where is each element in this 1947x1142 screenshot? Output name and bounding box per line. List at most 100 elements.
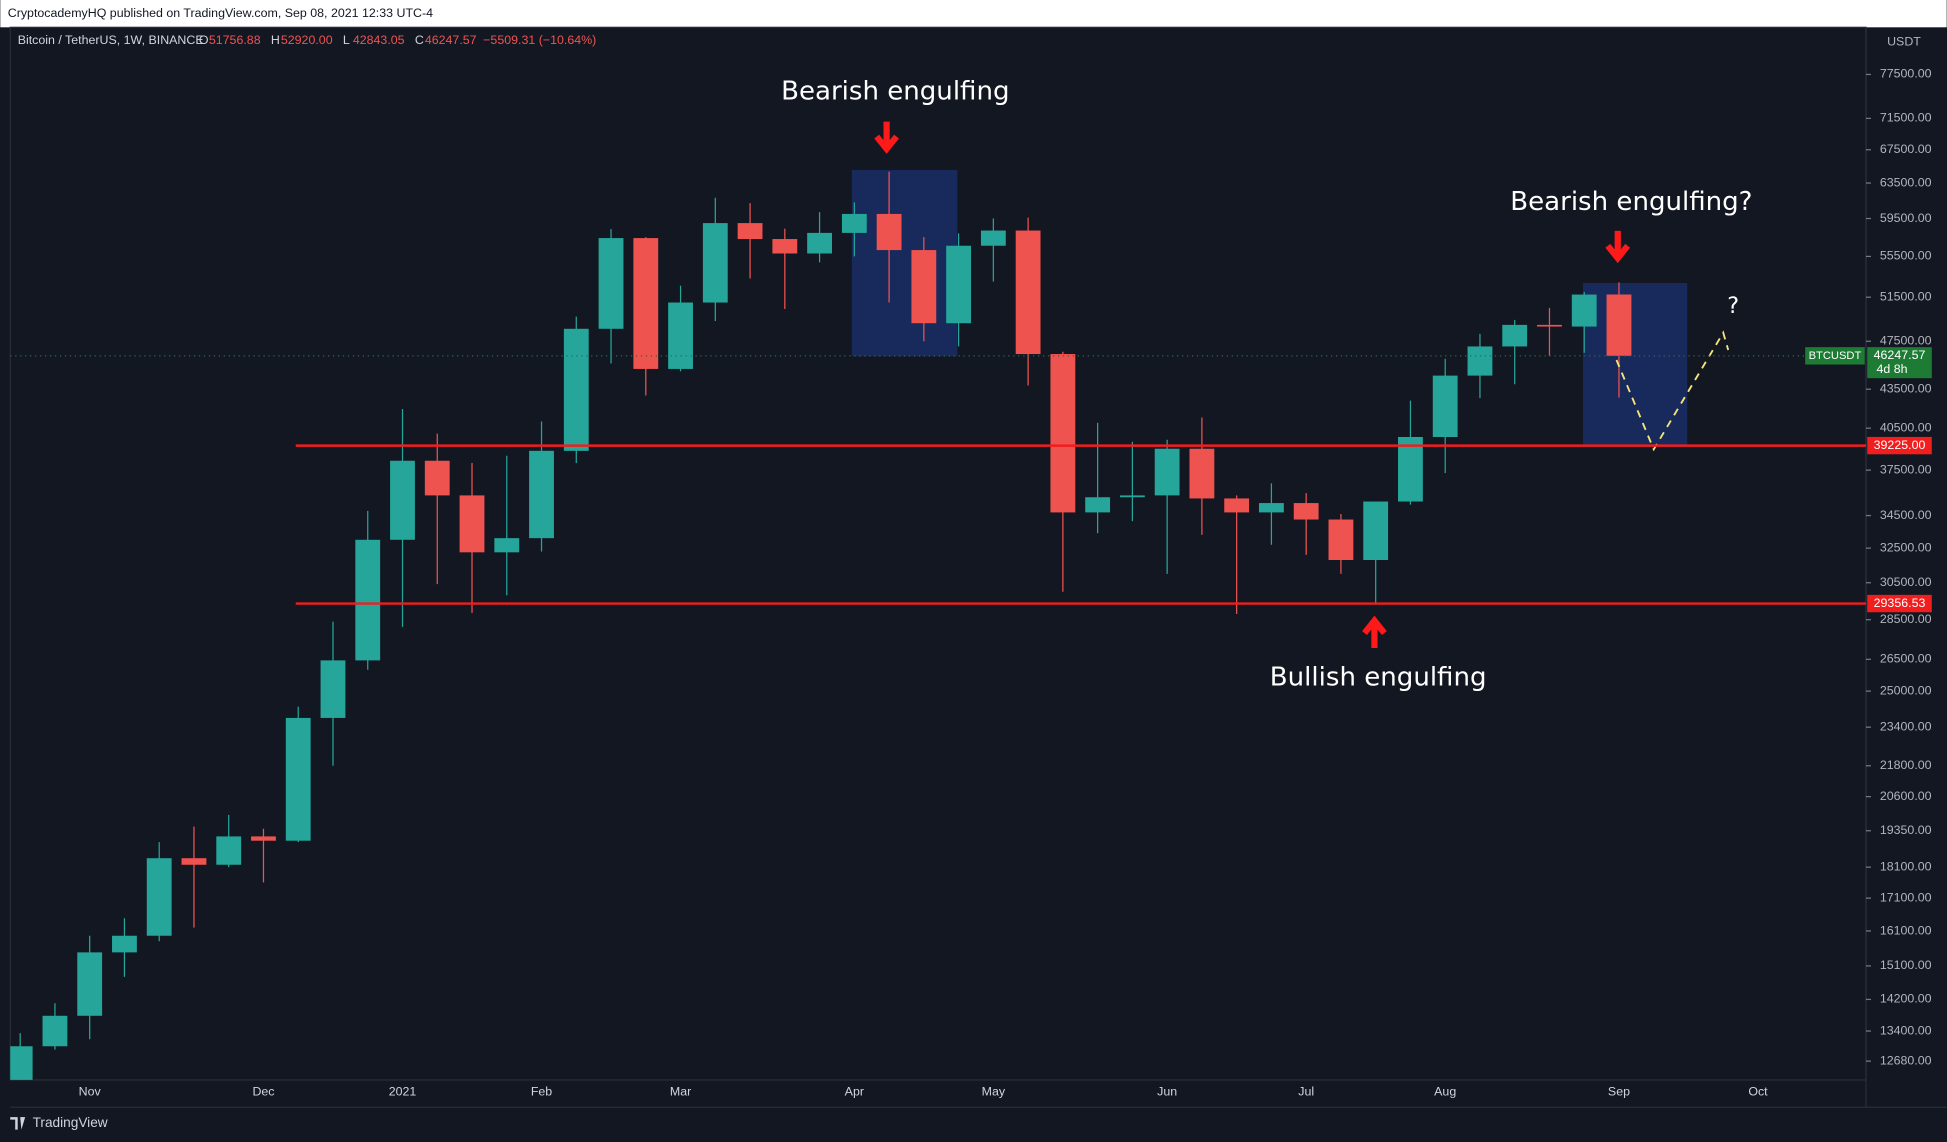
y-tick-label: 19350.00 xyxy=(1880,823,1932,837)
legend-prefix: L xyxy=(343,33,350,47)
legend-prefix: H xyxy=(271,33,280,47)
candle-body xyxy=(1502,324,1528,347)
y-tick-label: 17100.00 xyxy=(1880,890,1932,904)
annotation: Bearish engulfing? xyxy=(1510,187,1752,217)
y-tick-label: 23400.00 xyxy=(1880,719,1932,733)
candle-body xyxy=(876,213,902,251)
y-tick-label: 21800.00 xyxy=(1880,758,1932,772)
y-tick-label: 28500.00 xyxy=(1880,612,1932,626)
candle-body xyxy=(737,223,763,240)
y-tick-label: 67500.00 xyxy=(1880,142,1932,156)
x-tick-label: Sep xyxy=(1608,1085,1630,1099)
y-tick-label: 30500.00 xyxy=(1880,575,1932,589)
y-tick-label: 26500.00 xyxy=(1880,652,1932,666)
candle-body xyxy=(1259,503,1284,513)
x-tick-label: Aug xyxy=(1434,1085,1456,1099)
candle-body xyxy=(1224,498,1250,513)
candle-body xyxy=(598,238,624,329)
legend-value: 51756.88 xyxy=(209,33,261,47)
candle-body xyxy=(668,302,693,369)
candle-body xyxy=(459,495,485,553)
y-tick-label: 77500.00 xyxy=(1880,67,1932,81)
candle-body xyxy=(355,539,381,661)
candle-body xyxy=(633,238,659,369)
y-tick-label: 20600.00 xyxy=(1880,789,1932,803)
y-tick-label: 25000.00 xyxy=(1880,683,1932,697)
candle-body xyxy=(77,952,103,1016)
countdown-label: 4d 8h xyxy=(1877,362,1908,376)
legend-prefix: O xyxy=(199,33,209,47)
y-tick-label: 32500.00 xyxy=(1880,540,1932,554)
candle-body xyxy=(1571,294,1597,327)
x-tick-label: Feb xyxy=(531,1085,552,1099)
y-tick-label: 40500.00 xyxy=(1880,420,1932,434)
x-tick-label: Nov xyxy=(79,1085,102,1099)
candle-body xyxy=(216,836,242,865)
arrow-down xyxy=(874,121,899,154)
candle-body xyxy=(146,858,172,936)
candle-body xyxy=(1154,448,1180,496)
legend-value: 52920.00 xyxy=(281,33,333,47)
candle-body xyxy=(563,328,589,451)
level-label: 39225.00 xyxy=(1874,438,1926,452)
x-tick-label: 2021 xyxy=(389,1085,417,1099)
x-tick-label: Apr xyxy=(845,1085,864,1099)
logo-icon xyxy=(10,1117,26,1130)
x-tick-label: Dec xyxy=(252,1085,274,1099)
candle-body xyxy=(1537,324,1562,327)
y-tick-label: 37500.00 xyxy=(1880,462,1932,476)
level-label: 29356.53 xyxy=(1874,596,1926,610)
legend-symbol: Bitcoin / TetherUS, 1W, BINANCE xyxy=(18,33,204,47)
level-tag xyxy=(1867,436,1932,455)
x-tick-label: May xyxy=(982,1085,1006,1099)
y-tick-label: 13400.00 xyxy=(1880,1023,1932,1037)
candle-body xyxy=(1015,230,1041,355)
candle-body xyxy=(112,935,137,953)
legend-value: 46247.57 xyxy=(425,33,477,47)
footer-brand: TradingView xyxy=(33,1115,108,1130)
y-tick-label: 47500.00 xyxy=(1880,334,1932,348)
candle-body xyxy=(980,230,1006,246)
price-tag xyxy=(1867,347,1932,379)
projection-path xyxy=(1615,330,1730,452)
candle-body xyxy=(1328,519,1354,560)
arrow-up xyxy=(1362,615,1387,648)
candle-body xyxy=(251,836,276,841)
x-tick-label: Jul xyxy=(1298,1085,1314,1099)
candle-body xyxy=(1606,294,1632,356)
legend-value: 42843.05 xyxy=(353,33,405,47)
candle-body xyxy=(772,239,798,254)
annotation: Bullish engulfing xyxy=(1270,662,1487,692)
candle-body xyxy=(285,717,311,841)
y-tick-label: 34500.00 xyxy=(1880,508,1932,522)
header-bar xyxy=(0,0,1947,28)
x-tick-label: Mar xyxy=(670,1085,691,1099)
x-tick-label: Oct xyxy=(1748,1085,1768,1099)
candle-body xyxy=(1432,375,1458,437)
candle-body xyxy=(1119,495,1145,498)
candle-body xyxy=(320,660,346,718)
candle-body xyxy=(1363,501,1389,560)
y-tick-label: 12680.00 xyxy=(1880,1053,1932,1067)
candle-body xyxy=(390,460,415,540)
y-tick-label: 15100.00 xyxy=(1880,958,1932,972)
candle-body xyxy=(841,213,867,233)
currency: USDT xyxy=(1887,34,1921,48)
legend-prefix: C xyxy=(415,33,424,47)
candle-body xyxy=(529,450,554,539)
y-tick-label: 18100.00 xyxy=(1880,859,1932,873)
candle-body xyxy=(702,223,728,303)
candle-body xyxy=(42,1015,68,1047)
candle-body xyxy=(10,1046,33,1080)
level-tag xyxy=(1867,594,1932,613)
header-text: CryptocademyHQ published on TradingView.… xyxy=(8,6,433,20)
y-tick-label: 51500.00 xyxy=(1880,289,1932,303)
candle-body xyxy=(911,250,937,324)
candles xyxy=(10,171,1632,1080)
candle-body xyxy=(946,245,972,324)
y-tick-label: 16100.00 xyxy=(1880,923,1932,937)
annotation: ? xyxy=(1727,293,1739,319)
y-tick-label: 55500.00 xyxy=(1880,249,1932,263)
candle-body xyxy=(1293,503,1319,520)
candle-body xyxy=(181,858,207,865)
